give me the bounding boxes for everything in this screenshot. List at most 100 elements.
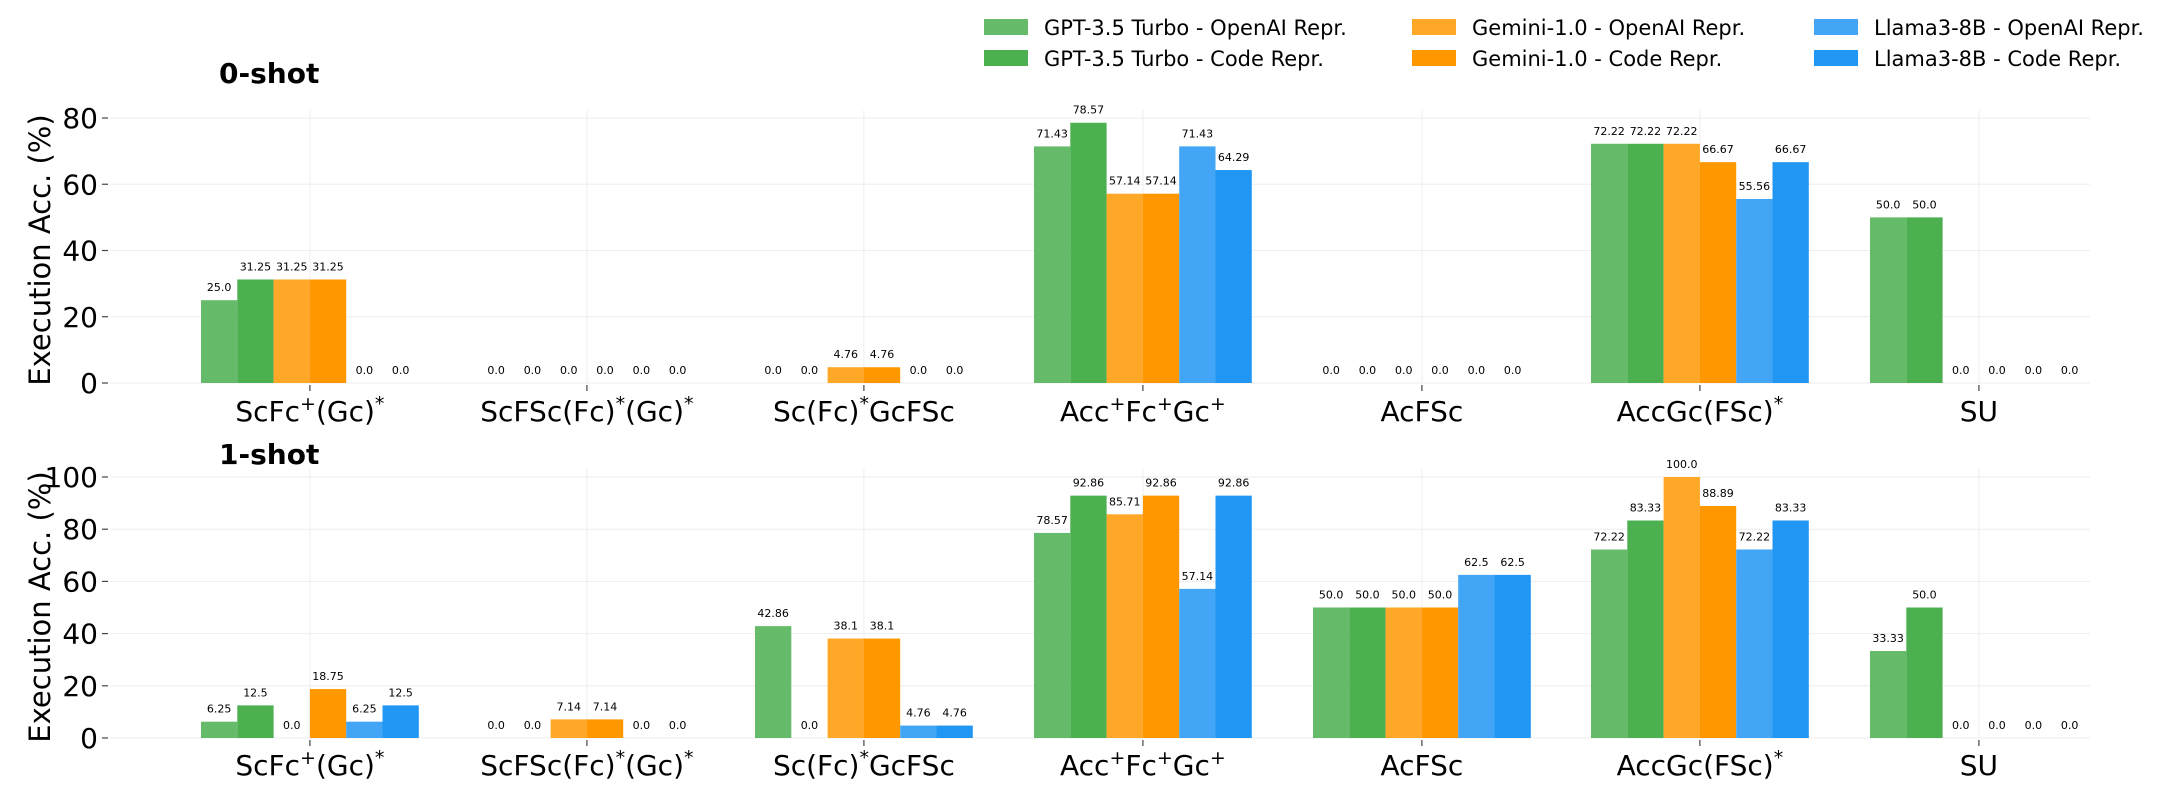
data-label: 0.0 [946, 364, 964, 377]
data-label: 50.0 [1392, 589, 1417, 602]
legend-label-1: GPT-3.5 Turbo - Code Repr. [1044, 47, 1324, 71]
bar-1-0-6 [1870, 651, 1907, 738]
data-label: 100.0 [1666, 458, 1698, 471]
data-label: 0.0 [596, 364, 614, 377]
data-label: 0.0 [764, 364, 782, 377]
x-tick-text: ScFc [235, 395, 300, 428]
panel-0-shot: 0-shot Execution Acc. (%) 0 20 40 60 80 25.0 0.0… [23, 57, 2090, 428]
x-tick-text: Acc [1060, 395, 1109, 428]
data-label: 50.0 [1912, 198, 1937, 211]
bar-0-3-2 [863, 367, 901, 383]
data-label: 0.0 [1988, 364, 2006, 377]
bar-1-1-3 [1070, 495, 1107, 738]
data-label: 50.0 [1912, 589, 1937, 602]
data-label: 83.33 [1775, 502, 1807, 515]
bar-1-5-2 [936, 725, 973, 738]
data-label: 6.25 [207, 703, 232, 716]
data-label: 92.86 [1145, 477, 1177, 490]
bar-0-2-2 [827, 367, 864, 383]
x-tick-sup: * [1774, 393, 1784, 415]
legend-swatch-3 [1412, 50, 1456, 66]
y-axis-label: Execution Acc. (%) [23, 471, 57, 742]
bar-1-5-4 [1494, 574, 1531, 738]
data-label: 0.0 [1952, 719, 1970, 732]
x-tick-sup: + [1157, 393, 1173, 415]
x-tick-sup: * [1774, 747, 1784, 769]
data-label: 0.0 [1359, 364, 1377, 377]
y-tick-label: 20 [62, 301, 98, 334]
x-tick-label: Acc+Fc+Gc+ [1060, 393, 1226, 428]
data-label: 62.5 [1464, 556, 1489, 569]
legend-swatch-0 [984, 19, 1028, 35]
x-tick-text: Fc [1125, 395, 1157, 428]
x-tick-label: AcFSc [1380, 395, 1463, 428]
bar-1-1-0 [237, 705, 274, 738]
bar-1-5-0 [382, 705, 419, 738]
data-label: 31.25 [276, 260, 308, 273]
y-tick-label: 0 [80, 722, 98, 755]
x-tick-sup: * [684, 747, 694, 769]
data-label: 4.76 [870, 348, 895, 361]
bar-1-3-3 [1142, 495, 1180, 738]
data-label: 18.75 [312, 670, 344, 683]
bar-1-0-5 [1591, 549, 1628, 738]
x-tick-label: ScFSc(Fc)*(Gc)* [480, 393, 693, 428]
data-label: 0.0 [633, 719, 651, 732]
data-label: 4.76 [906, 707, 931, 720]
legend-label-5: Llama3-8B - Code Repr. [1874, 47, 2121, 71]
x-tick-label: Sc(Fc)*GcFSc [773, 393, 955, 428]
legend: GPT-3.5 Turbo - OpenAI Repr. GPT-3.5 Turb… [984, 16, 2144, 71]
data-label: 0.0 [487, 364, 505, 377]
bar-1-3-5 [1699, 505, 1737, 738]
data-label: 0.0 [2061, 719, 2079, 732]
x-tick-text: GcFSc [869, 395, 955, 428]
x-tick-text: AcFSc [1380, 749, 1463, 782]
y-tick-label: 60 [62, 565, 98, 598]
bar-0-5-5 [1772, 162, 1809, 383]
data-label: 33.33 [1872, 632, 1904, 645]
data-label: 72.22 [1739, 531, 1771, 544]
legend-label-2: Gemini-1.0 - OpenAI Repr. [1472, 16, 1745, 40]
x-tick-text: ScFSc(Fc) [480, 395, 615, 428]
data-label: 4.76 [942, 707, 967, 720]
bar-0-0-5 [1591, 143, 1628, 383]
x-tick-label: ScFSc(Fc)*(Gc)* [480, 747, 693, 782]
bar-0-3-5 [1699, 162, 1737, 383]
data-label: 72.22 [1593, 125, 1625, 138]
bar-1-1-4 [1349, 607, 1386, 738]
data-label: 62.5 [1500, 556, 1525, 569]
bar-1-4-3 [1179, 588, 1216, 738]
data-label: 25.0 [207, 281, 232, 294]
data-label: 0.0 [633, 364, 651, 377]
x-tick-sup: * [684, 393, 694, 415]
bar-1-0-3 [1034, 532, 1071, 738]
x-tick-text: GcFSc [869, 749, 955, 782]
data-label: 0.0 [669, 719, 687, 732]
data-label: 38.1 [834, 620, 859, 633]
bar-1-2-3 [1106, 514, 1143, 738]
bar-1-5-5 [1772, 520, 1809, 738]
bar-1-2-2 [827, 638, 864, 738]
x-tick-text: AcFSc [1380, 395, 1463, 428]
x-tick-text: (Gc) [625, 395, 684, 428]
data-label: 0.0 [1988, 719, 2006, 732]
y-tick-label: 40 [62, 235, 98, 268]
data-label: 0.0 [283, 719, 301, 732]
data-label: 0.0 [801, 719, 819, 732]
bar-0-1-6 [1906, 217, 1943, 383]
panel-1-shot: 1-shot Execution Acc. (%) 0 20 40 60 80 100 6.25… [23, 438, 2090, 782]
x-tick-sup: * [616, 393, 626, 415]
bar-0-1-3 [1070, 122, 1107, 383]
x-tick-sup: + [1109, 393, 1125, 415]
bar-1-0-4 [1313, 607, 1350, 738]
data-label: 92.86 [1218, 477, 1250, 490]
data-label: 0.0 [2025, 364, 2043, 377]
x-tick-text: SU [1960, 395, 1998, 428]
x-tick-text: Gc [1173, 395, 1210, 428]
bar-0-3-3 [1142, 193, 1180, 383]
data-label: 0.0 [910, 364, 928, 377]
bar-0-3-0 [309, 279, 347, 383]
y-axis-label: Execution Acc. (%) [23, 114, 57, 385]
x-tick-sup: * [616, 747, 626, 769]
bar-0-2-5 [1663, 143, 1700, 383]
